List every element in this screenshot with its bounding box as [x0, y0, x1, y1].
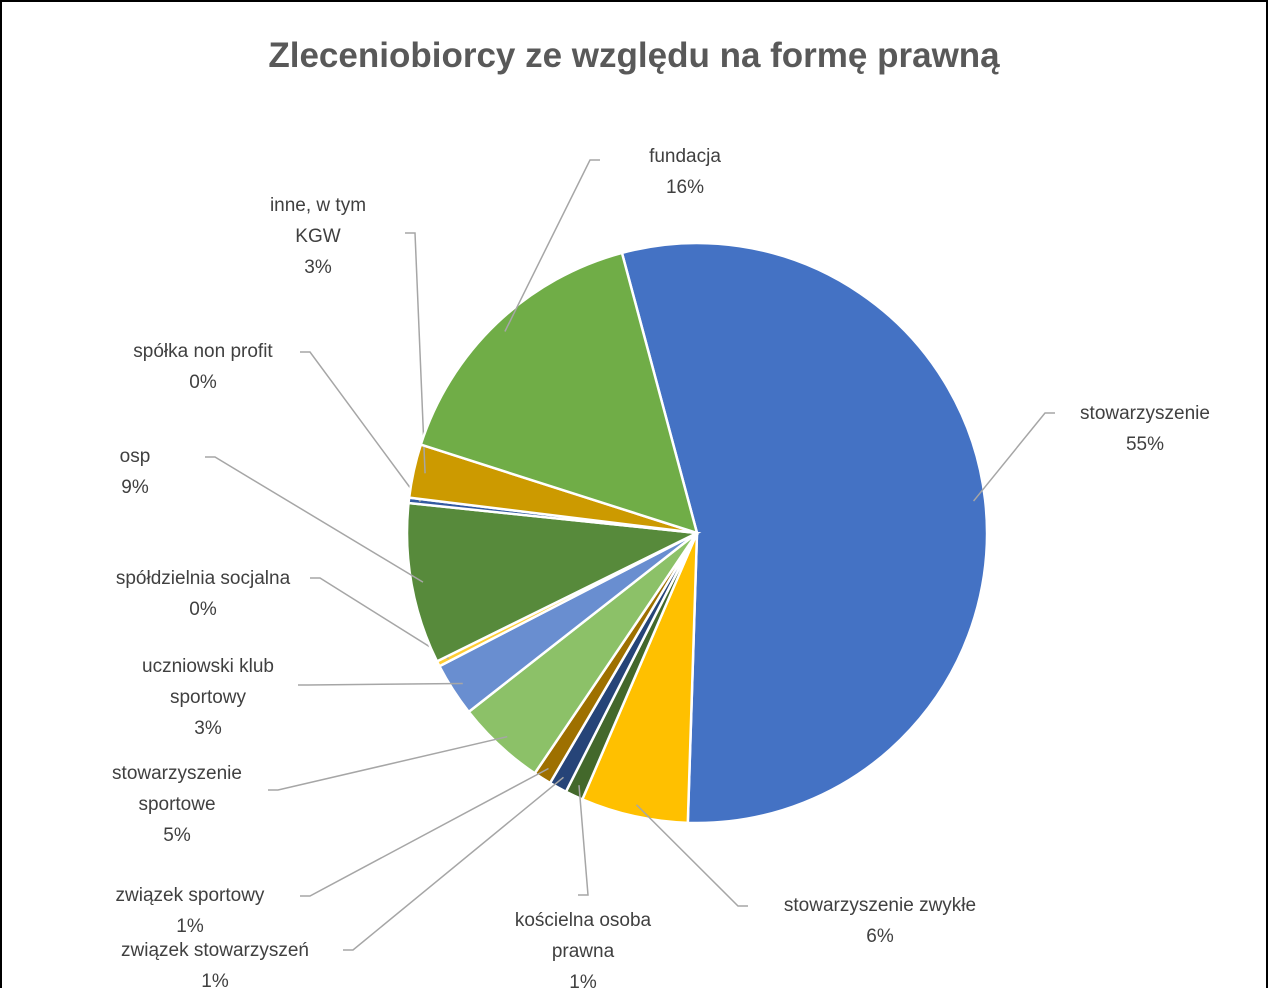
- value-label: 16%: [665, 177, 705, 198]
- leader-line: [300, 767, 549, 897]
- category-label: spółdzielnia socjalna: [115, 568, 291, 589]
- value-label: 1%: [176, 916, 204, 937]
- value-label: 55%: [1125, 434, 1165, 455]
- category-label: stowarzyszenie sportowe: [112, 763, 242, 815]
- data-label: związek sportowy 1%: [80, 880, 300, 942]
- value-label: 0%: [189, 599, 217, 620]
- category-label: związek sportowy: [115, 885, 265, 906]
- category-label: osp: [119, 446, 151, 467]
- value-label: 1%: [569, 972, 597, 988]
- data-label: spółka non profit 0%: [103, 336, 303, 398]
- category-label: stowarzyszenie: [1080, 403, 1210, 424]
- data-label: związek stowarzyszeń 1%: [90, 935, 340, 988]
- value-label: 6%: [866, 926, 894, 947]
- data-label: spółdzielnia socjalna 0%: [78, 563, 328, 625]
- chart-title: Zleceniobiorcy ze względu na formę prawn…: [268, 36, 1000, 75]
- leader-line: [298, 682, 463, 686]
- leader-line: [310, 577, 449, 660]
- leader-line: [405, 232, 426, 474]
- leader-line: [635, 804, 748, 907]
- value-label: 5%: [163, 825, 191, 846]
- value-label: 1%: [201, 971, 229, 988]
- value-label: 9%: [121, 477, 149, 498]
- data-label: fundacja 16%: [625, 141, 745, 203]
- category-label: spółka non profit: [133, 341, 273, 362]
- leader-line: [343, 776, 564, 951]
- data-label: uczniowski klub sportowy 3%: [123, 651, 293, 744]
- data-label: stowarzyszenie sportowe 5%: [92, 758, 262, 851]
- category-label: inne, w tym KGW: [269, 195, 367, 247]
- data-label: stowarzyszenie zwykłe 6%: [750, 890, 1010, 952]
- pie-slice: [405, 501, 702, 664]
- category-label: stowarzyszenie zwykłe: [783, 895, 977, 916]
- leader-line: [300, 351, 421, 503]
- value-label: 0%: [189, 372, 217, 393]
- value-label: 3%: [194, 718, 222, 739]
- leader-line: [578, 785, 589, 896]
- leader-line: [972, 412, 1055, 502]
- category-label: związek stowarzyszeń: [121, 940, 309, 961]
- category-label: uczniowski klub sportowy: [142, 656, 274, 708]
- data-label: kościelna osoba prawna 1%: [498, 905, 668, 988]
- pie-slice: [620, 241, 989, 825]
- pie-slice: [419, 251, 699, 535]
- value-label: 3%: [304, 257, 332, 278]
- leader-line: [504, 159, 600, 332]
- leader-line: [205, 456, 424, 583]
- leader-line: [268, 735, 508, 791]
- category-label: fundacja: [649, 146, 721, 167]
- data-label: inne, w tym KGW 3%: [253, 190, 383, 283]
- data-label: stowarzyszenie 55%: [1045, 398, 1245, 460]
- data-label: osp 9%: [105, 441, 165, 503]
- category-label: kościelna osoba prawna: [514, 910, 652, 962]
